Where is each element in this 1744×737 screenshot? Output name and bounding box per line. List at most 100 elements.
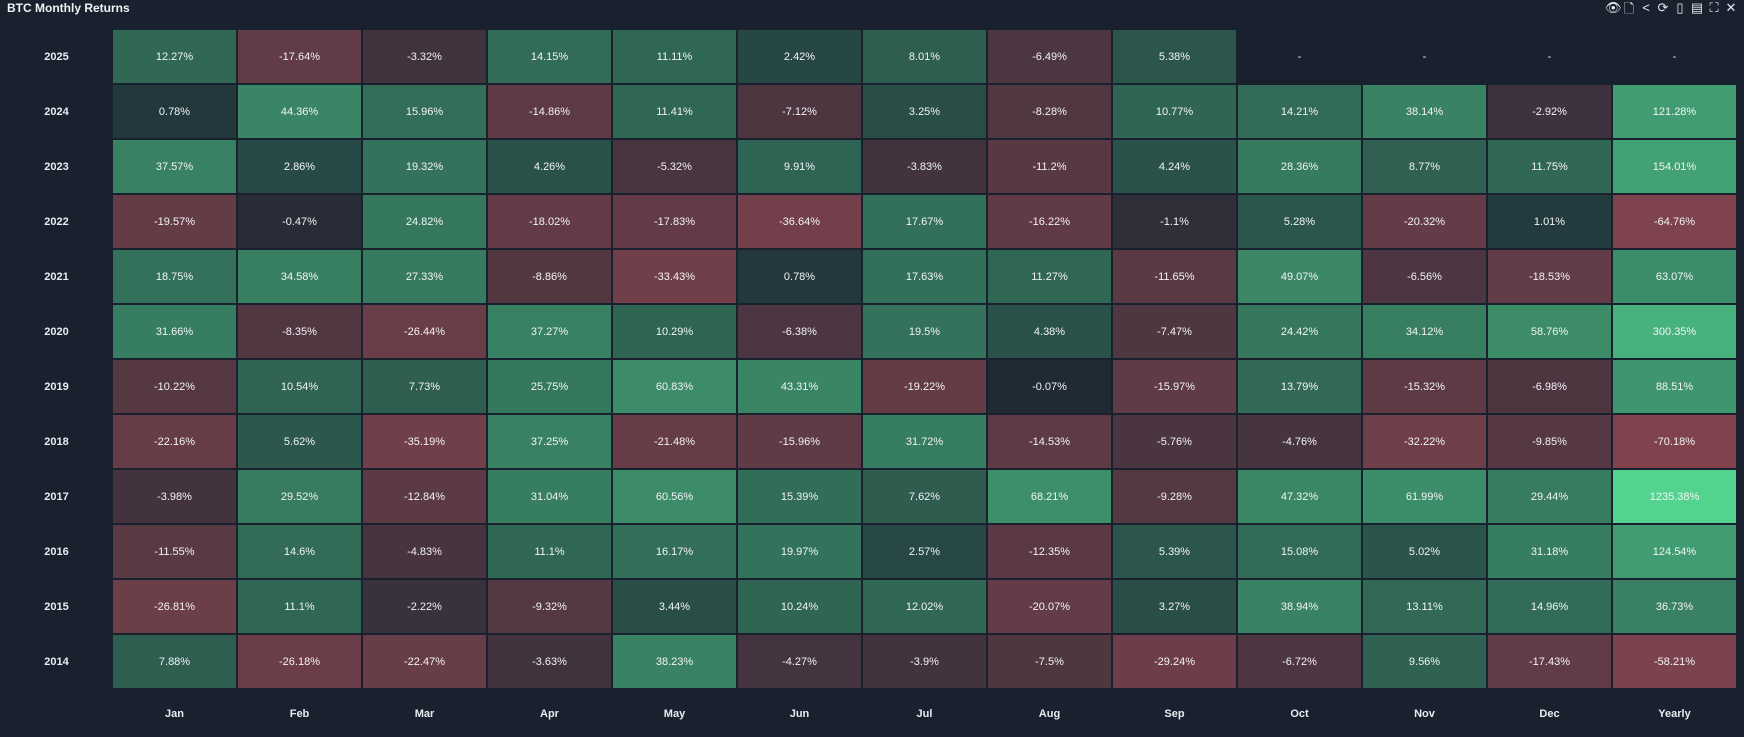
column-label: Aug xyxy=(1038,708,1061,720)
heatmap-cell: 68.21% xyxy=(988,470,1111,523)
heatmap-cell: -64.76% xyxy=(1613,195,1736,248)
heatmap-cell: 121.28% xyxy=(1613,85,1736,138)
heatmap-cell: 14.21% xyxy=(1238,85,1361,138)
document-icon[interactable]: 🗋 xyxy=(1623,1,1635,16)
column-label: Dec xyxy=(1539,708,1560,720)
heatmap-cell: 37.27% xyxy=(488,305,611,358)
heatmap-cell: -3.63% xyxy=(488,635,611,688)
heatmap-cell: -1.1% xyxy=(1113,195,1236,248)
expand-icon[interactable]: ⛶ xyxy=(1709,0,1719,15)
heatmap-cell: 17.63% xyxy=(863,250,986,303)
heatmap-cell: 15.96% xyxy=(363,85,486,138)
heatmap-cell: 5.39% xyxy=(1113,525,1236,578)
heatmap-cell: -17.64% xyxy=(238,30,361,83)
heatmap-cell: 2.57% xyxy=(863,525,986,578)
heatmap-cell: 7.88% xyxy=(113,635,236,688)
heatmap-cell: -15.32% xyxy=(1363,360,1486,413)
heatmap-cell: -4.27% xyxy=(738,635,861,688)
row-label: 2020 xyxy=(44,325,69,338)
row-label: 2025 xyxy=(44,50,69,63)
heatmap-cell: 36.73% xyxy=(1613,580,1736,633)
heatmap-cell: 2.86% xyxy=(238,140,361,193)
heatmap-cell: 11.1% xyxy=(238,580,361,633)
refresh-icon[interactable]: ⟳ xyxy=(1657,0,1669,15)
heatmap-cell: 8.77% xyxy=(1363,140,1486,193)
heatmap-cell: 3.25% xyxy=(863,85,986,138)
heatmap-cell: -2.22% xyxy=(363,580,486,633)
heatmap-cell: -17.83% xyxy=(613,195,736,248)
heatmap-cell: 43.31% xyxy=(738,360,861,413)
column-label: May xyxy=(663,708,686,720)
heatmap-cell: 124.54% xyxy=(1613,525,1736,578)
column-label: Yearly xyxy=(1658,708,1691,720)
row-label: 2015 xyxy=(44,600,69,613)
column-label: Jul xyxy=(916,708,933,720)
heatmap-cell: 34.58% xyxy=(238,250,361,303)
heatmap-cell: -0.47% xyxy=(238,195,361,248)
heatmap-cell: -11.65% xyxy=(1113,250,1236,303)
row-label: 2014 xyxy=(44,655,69,668)
heatmap-cell: 63.07% xyxy=(1613,250,1736,303)
heatmap-cell: 5.38% xyxy=(1113,30,1236,83)
heatmap-cell: 34.12% xyxy=(1363,305,1486,358)
heatmap-cell: 11.41% xyxy=(613,85,736,138)
heatmap-cell: 38.14% xyxy=(1363,85,1486,138)
heatmap-cell: 16.17% xyxy=(613,525,736,578)
heatmap-cell: 19.5% xyxy=(863,305,986,358)
heatmap-cell: 19.97% xyxy=(738,525,861,578)
heatmap-cell: -58.21% xyxy=(1613,635,1736,688)
heatmap-cell: -3.98% xyxy=(113,470,236,523)
heatmap-cell: 4.24% xyxy=(1113,140,1236,193)
heatmap-cell: -14.53% xyxy=(988,415,1111,468)
close-icon[interactable]: ✕ xyxy=(1725,0,1737,15)
heatmap-cell: -6.98% xyxy=(1488,360,1611,413)
heatmap-cell: 31.66% xyxy=(113,305,236,358)
heatmap-cell: -5.76% xyxy=(1113,415,1236,468)
book-icon[interactable]: ▤ xyxy=(1690,0,1704,15)
column-label: Apr xyxy=(540,708,559,720)
row-label: 2024 xyxy=(44,105,69,118)
heatmap-cell: 14.6% xyxy=(238,525,361,578)
heatmap-cell: -6.49% xyxy=(988,30,1111,83)
heatmap-cell: - xyxy=(1547,50,1552,63)
heatmap-cell: -11.2% xyxy=(988,140,1111,193)
heatmap-cell: 29.44% xyxy=(1488,470,1611,523)
heatmap-cell: -5.32% xyxy=(613,140,736,193)
row-label: 2022 xyxy=(44,215,69,228)
heatmap-cell: 38.94% xyxy=(1238,580,1361,633)
eye-icon[interactable]: 👁 xyxy=(1605,0,1622,15)
heatmap-cell: 11.11% xyxy=(613,30,736,83)
heatmap-cell: -9.32% xyxy=(488,580,611,633)
heatmap-cell: 9.91% xyxy=(738,140,861,193)
heatmap-cell: -7.47% xyxy=(1113,305,1236,358)
heatmap-cell: 1235.38% xyxy=(1613,470,1736,523)
column-label: Feb xyxy=(289,708,310,720)
heatmap-cell: -6.72% xyxy=(1238,635,1361,688)
row-label: 2016 xyxy=(44,545,69,558)
heatmap-cell: 10.24% xyxy=(738,580,861,633)
comment-icon[interactable]: ▯ xyxy=(1676,0,1684,15)
heatmap-cell: -2.92% xyxy=(1488,85,1611,138)
heatmap-cell: 154.01% xyxy=(1613,140,1736,193)
heatmap-cell: -32.22% xyxy=(1363,415,1486,468)
row-label: 2018 xyxy=(44,435,69,448)
heatmap-cell: - xyxy=(1297,50,1302,63)
heatmap-cell: 11.27% xyxy=(988,250,1111,303)
heatmap-cell: 4.26% xyxy=(488,140,611,193)
heatmap-cell: 37.57% xyxy=(113,140,236,193)
heatmap-cell: 27.33% xyxy=(363,250,486,303)
heatmap-cell: 15.39% xyxy=(738,470,861,523)
heatmap-cell: -33.43% xyxy=(613,250,736,303)
heatmap-cell: -14.86% xyxy=(488,85,611,138)
heatmap-cell: -11.55% xyxy=(113,525,236,578)
heatmap-cell: -15.97% xyxy=(1113,360,1236,413)
share-icon[interactable]: < xyxy=(1642,0,1650,15)
heatmap-cell: 0.78% xyxy=(738,250,861,303)
heatmap-cell: - xyxy=(1672,50,1677,63)
chart-title: BTC Monthly Returns xyxy=(7,1,130,15)
heatmap-cell: -26.81% xyxy=(113,580,236,633)
heatmap-cell: -22.47% xyxy=(363,635,486,688)
heatmap-cell: -8.86% xyxy=(488,250,611,303)
heatmap-cell: 11.75% xyxy=(1488,140,1611,193)
heatmap-cell: 25.75% xyxy=(488,360,611,413)
